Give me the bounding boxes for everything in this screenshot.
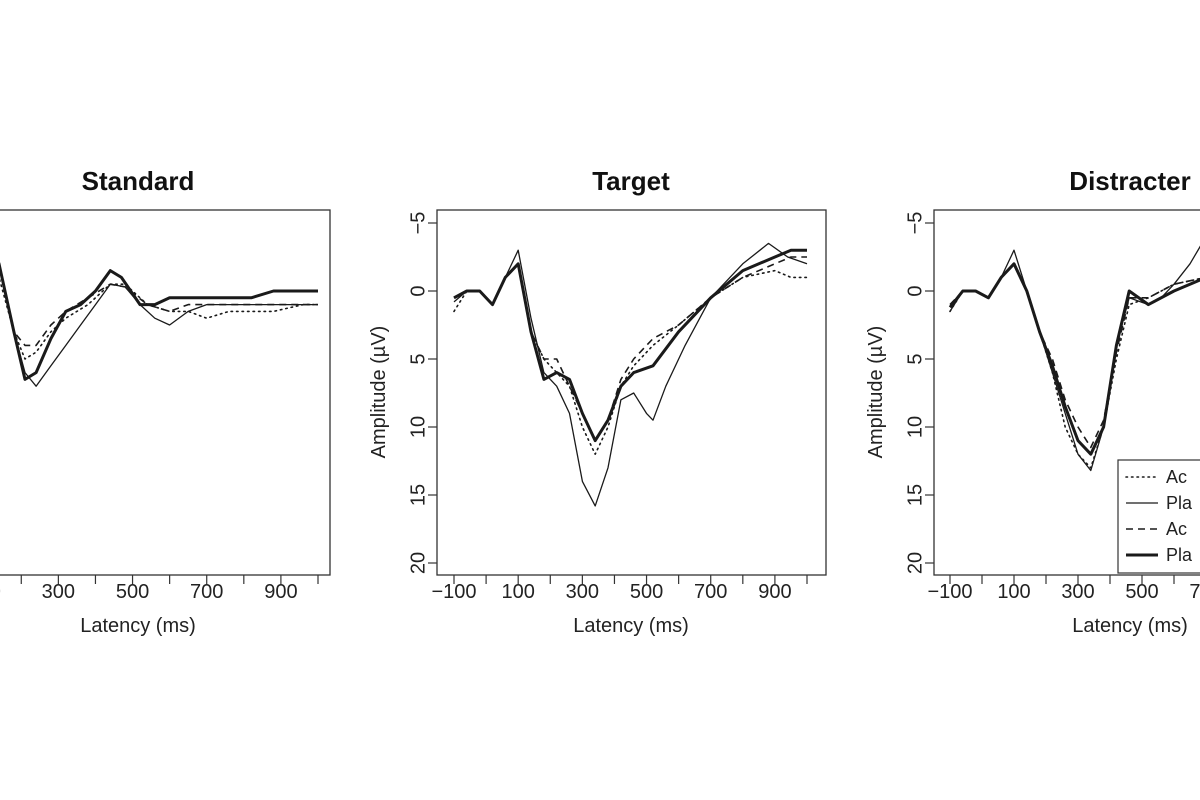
panel-title: Standard xyxy=(82,166,195,196)
legend-label: Ac xyxy=(1166,467,1187,487)
x-tick-label: 300 xyxy=(566,581,599,603)
y-tick-label: 15 xyxy=(904,484,926,506)
y-tick-label: 20 xyxy=(904,552,926,574)
x-tick-label: 900 xyxy=(758,581,791,603)
plot-frame xyxy=(436,209,827,576)
series-line-dotted xyxy=(949,263,1200,469)
x-tick-label: 500 xyxy=(116,581,149,603)
y-tick-label: −5 xyxy=(407,212,429,235)
x-axis-label: Latency (ms) xyxy=(1072,615,1188,637)
series-line-thick xyxy=(0,262,318,381)
series-group xyxy=(948,245,1200,472)
y-tick-label: 10 xyxy=(904,416,926,438)
legend: Ac Pla Ac Pla xyxy=(1117,459,1200,574)
series-line-dashed xyxy=(0,264,318,347)
series-line-thick xyxy=(453,248,807,443)
y-tick-label: 10 xyxy=(407,416,429,438)
series-line-dashed xyxy=(453,256,807,442)
series-line-dotted xyxy=(0,278,319,360)
panel-title: Distracter xyxy=(1069,166,1190,196)
x-axis-label: Latency (ms) xyxy=(573,615,689,637)
y-tick-label: 0 xyxy=(407,285,429,296)
y-tick-label: 20 xyxy=(407,552,429,574)
y-tick-label: 0 xyxy=(904,285,926,296)
x-tick-label: 500 xyxy=(1125,581,1158,603)
x-tick-label: −100 xyxy=(431,581,476,603)
series-group xyxy=(453,242,808,507)
panel-standard: Standard 100 300 500 700 900 Latency (ms) xyxy=(0,166,331,637)
x-tick-label: 300 xyxy=(1061,581,1094,603)
series-line-dotted xyxy=(453,263,808,455)
x-tick-label: −100 xyxy=(927,581,972,603)
x-tick-label: 500 xyxy=(630,581,663,603)
x-tick-label: 300 xyxy=(42,581,75,603)
y-tick-label: 5 xyxy=(904,353,926,364)
x-tick-label: 900 xyxy=(264,581,297,603)
series-line-thick xyxy=(948,262,1200,456)
series-group xyxy=(0,262,319,387)
x-tick-label: 100 xyxy=(0,581,1,603)
series-line-dashed xyxy=(949,263,1200,449)
legend-label: Ac xyxy=(1166,519,1187,539)
panel-title: Target xyxy=(592,166,670,196)
y-axis-label: Amplitude (µV) xyxy=(865,326,887,459)
x-tick-label: 700 xyxy=(694,581,727,603)
plot-frame xyxy=(933,209,1200,576)
panel-target: Target −100 100 300 500 700 900 Latency (ms) −5 0… xyxy=(368,166,827,637)
y-tick-label: 15 xyxy=(407,484,429,506)
legend-label: Pla xyxy=(1166,493,1193,513)
x-axis-label: Latency (ms) xyxy=(80,615,196,637)
panel-distracter: Distracter−100100300500700Latency (ms)−5… xyxy=(865,166,1200,637)
x-tick-label: 700 xyxy=(190,581,223,603)
x-tick-label: 100 xyxy=(501,581,534,603)
y-tick-label: 5 xyxy=(407,353,429,364)
x-tick-label: 700 xyxy=(1189,581,1200,603)
y-tick-label: −5 xyxy=(904,212,926,235)
legend-label: Pla xyxy=(1166,545,1193,565)
x-tick-label: 100 xyxy=(997,581,1030,603)
plot-frame xyxy=(0,209,331,576)
y-axis-label: Amplitude (µV) xyxy=(368,326,390,459)
